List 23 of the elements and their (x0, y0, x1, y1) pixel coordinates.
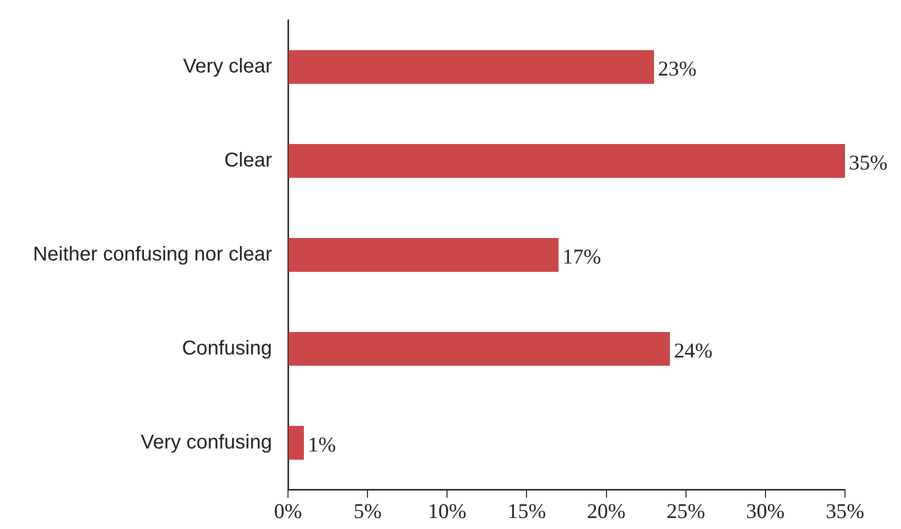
bar (288, 426, 304, 460)
y-tick-label: Clear (224, 149, 272, 172)
y-tick-label: Very confusing (140, 431, 272, 454)
bar (288, 144, 845, 178)
data-label: 35% (849, 150, 888, 174)
data-label: 24% (674, 338, 712, 362)
data-label: 23% (658, 56, 697, 80)
x-tick-label: 0% (274, 498, 302, 523)
x-tick-label: 20% (587, 498, 626, 523)
data-label: 1% (308, 432, 336, 456)
x-tick-label: 30% (746, 498, 785, 523)
bar (288, 238, 559, 272)
x-tick-label: 5% (354, 498, 382, 523)
y-tick-label: Very clear (183, 55, 272, 78)
x-tick-label: 10% (428, 498, 466, 523)
data-label: 17% (562, 244, 602, 268)
y-tick-label: Confusing (182, 337, 272, 360)
bar (288, 50, 654, 84)
bar (288, 332, 670, 366)
x-tick-label: 25% (666, 498, 706, 523)
x-tick-label: 15% (507, 498, 546, 523)
x-tick-label: 35% (826, 498, 864, 523)
y-tick-label: Neither confusing nor clear (32, 243, 272, 266)
